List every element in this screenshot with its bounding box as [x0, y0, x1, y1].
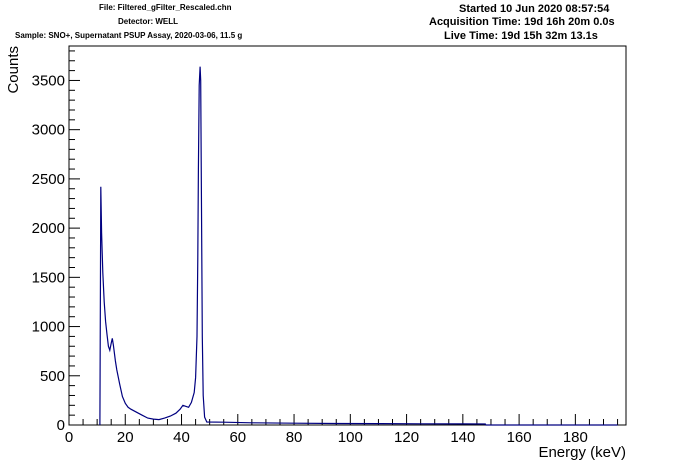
x-tick-label: 60	[229, 429, 246, 446]
started-label: Started 10 Jun 2020 08:57:54	[459, 3, 610, 15]
x-tick-label: 180	[563, 429, 588, 446]
y-tick-label: 3500	[32, 72, 65, 89]
live-time-label: Live Time: 19d 15h 32m 13.1s	[444, 30, 598, 42]
y-tick-label: 0	[57, 417, 65, 434]
x-tick-label: 40	[173, 429, 190, 446]
x-tick-label: 20	[117, 429, 134, 446]
x-tick-labels: 0 20 40 60 80 100 120 140 160 180	[65, 429, 588, 446]
acquisition-time-label: Acquisition Time: 19d 16h 20m 0.0s	[429, 16, 615, 28]
y-tick-label: 2500	[32, 171, 65, 188]
x-tick-label: 140	[450, 429, 475, 446]
y-tick-label: 1000	[32, 319, 65, 336]
y-tick-labels: 0 500 1000 1500 2000 2500 3000 3500	[32, 72, 65, 434]
y-tick-label: 1500	[32, 269, 65, 286]
x-axis-title: Energy (keV)	[538, 444, 626, 461]
y-axis-title: Counts	[5, 46, 22, 94]
x-tick-label: 100	[338, 429, 363, 446]
plot-frame	[68, 45, 627, 426]
sample-label: Sample: SNO+, Supernatant PSUP Assay, 20…	[15, 31, 243, 40]
y-tick-label: 500	[40, 368, 65, 385]
file-label: File: Filtered_gFilter_Rescaled.chn	[99, 3, 232, 12]
x-tick-label: 160	[507, 429, 532, 446]
y-tick-label: 2000	[32, 220, 65, 237]
y-tick-label: 3000	[32, 122, 65, 139]
detector-label: Detector: WELL	[118, 17, 178, 26]
spectrum-line	[99, 66, 618, 426]
axis-ticks	[68, 50, 619, 426]
x-tick-label: 80	[286, 429, 303, 446]
x-tick-label: 120	[394, 429, 419, 446]
x-tick-label: 0	[65, 429, 73, 446]
